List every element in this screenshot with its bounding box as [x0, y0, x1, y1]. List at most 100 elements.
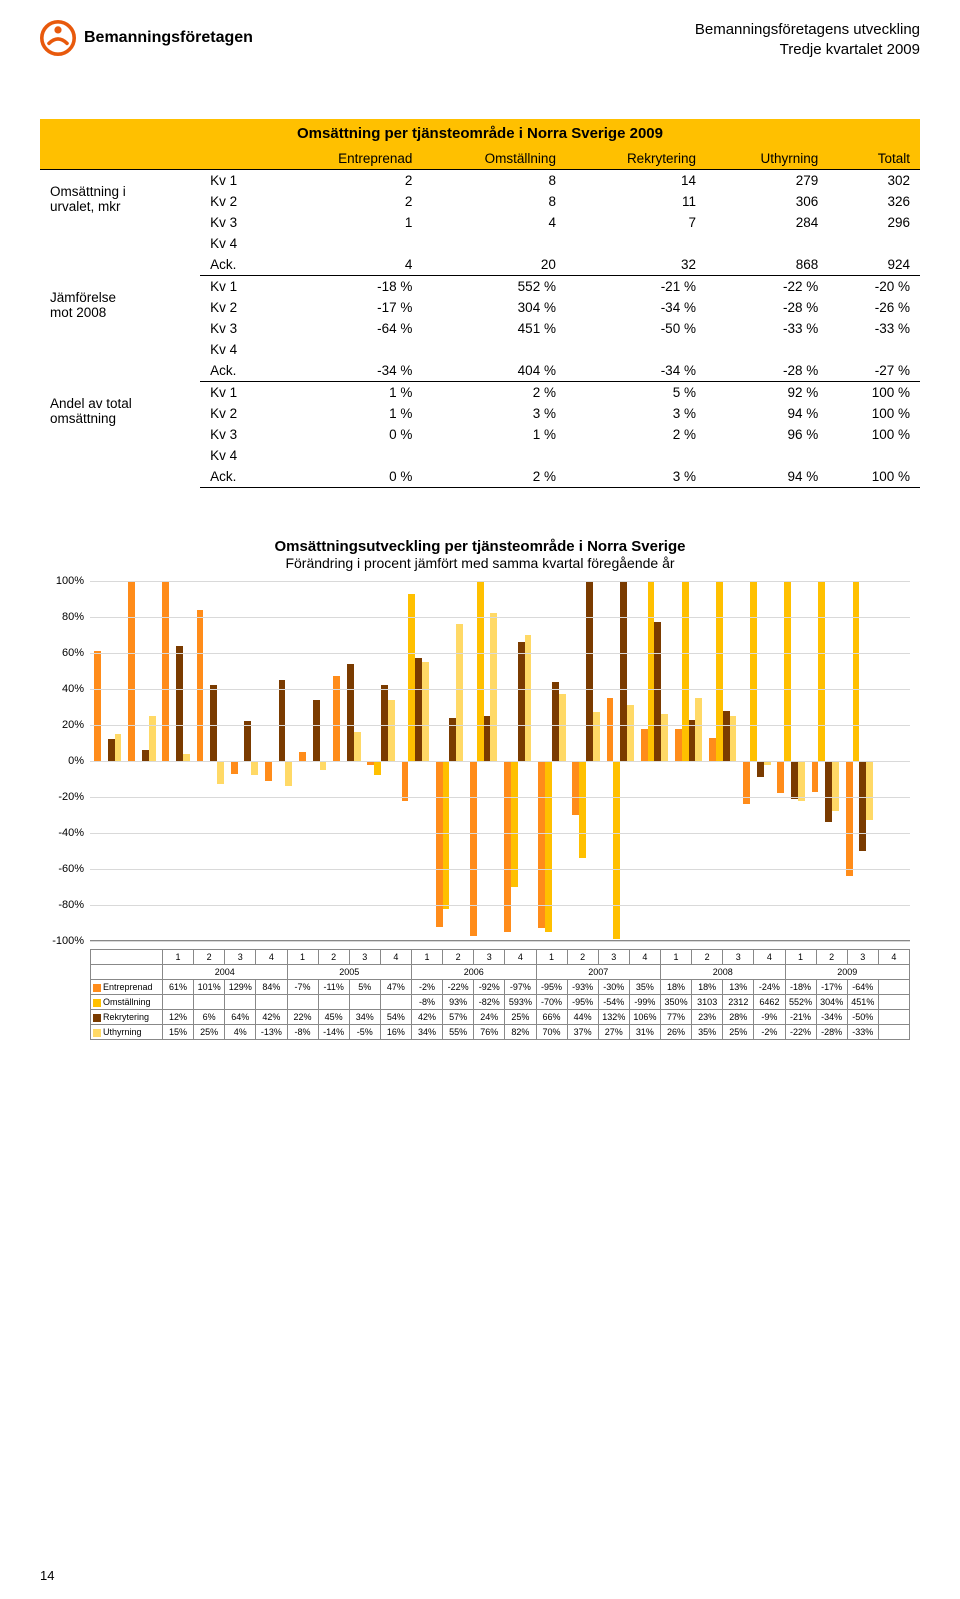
col-header [200, 148, 274, 170]
data-cell: 34% [412, 1025, 443, 1040]
data-cell: -95% [567, 995, 598, 1010]
cell: 4 [422, 212, 566, 233]
chart-bar [470, 761, 477, 936]
cell: 2 % [422, 466, 566, 488]
data-cell: -99% [629, 995, 660, 1010]
cell: 3 % [422, 403, 566, 424]
cell: 3 % [566, 466, 706, 488]
gridline: 0% [90, 761, 910, 762]
data-cell: -11% [318, 980, 349, 995]
row-label: Kv 3 [200, 212, 274, 233]
data-cell: 42% [256, 1010, 287, 1025]
chart-bar [456, 624, 463, 761]
chart-bar [320, 761, 327, 770]
chart-bar [443, 761, 450, 909]
legend-swatch [93, 984, 101, 992]
data-cell: 45% [318, 1010, 349, 1025]
chart-bar [354, 732, 361, 761]
cell [422, 339, 566, 360]
main-table: Omsättning per tjänsteområde i Norra Sve… [40, 119, 920, 488]
data-cell: 61% [163, 980, 194, 995]
quarter-cell: 3 [723, 950, 754, 965]
cell: 4 [274, 254, 422, 276]
gridline: -40% [90, 833, 910, 834]
cell: 304 % [422, 297, 566, 318]
data-cell: 13% [723, 980, 754, 995]
data-cell: 24% [474, 1010, 505, 1025]
chart-bar [682, 581, 689, 761]
chart-bar [586, 581, 593, 761]
chart-bar [299, 752, 306, 761]
chart-bar [162, 581, 169, 761]
chart-bar [484, 716, 491, 761]
quarter-cell: 1 [661, 950, 692, 965]
quarter-cell: 4 [256, 950, 287, 965]
data-cell: 26% [661, 1025, 692, 1040]
cell: 5 % [566, 382, 706, 404]
chart-bar [613, 761, 620, 939]
quarter-cell: 3 [225, 950, 256, 965]
quarter-cell: 3 [598, 950, 629, 965]
cell: 8 [422, 191, 566, 212]
data-cell: 5% [349, 980, 380, 995]
data-cell: 25% [194, 1025, 225, 1040]
year-cell: 2009 [785, 965, 910, 980]
quarter-cell: 4 [505, 950, 536, 965]
chart-bar [347, 664, 354, 761]
y-tick-label: -80% [42, 899, 84, 911]
data-cell: 129% [225, 980, 256, 995]
chart-bar [695, 698, 702, 761]
data-cell: -13% [256, 1025, 287, 1040]
data-cell: 2312 [723, 995, 754, 1010]
quarter-cell: 4 [754, 950, 785, 965]
chart-plot-area: 100%80%60%40%20%0%-20%-40%-60%-80%-100% [90, 581, 910, 941]
row-label: Kv 3 [200, 424, 274, 445]
cell [706, 445, 828, 466]
cell [828, 339, 920, 360]
cell [566, 339, 706, 360]
cell [566, 445, 706, 466]
cell: 1 [274, 212, 422, 233]
data-cell: 6% [194, 1010, 225, 1025]
cell: 100 % [828, 403, 920, 424]
data-cell: 23% [692, 1010, 723, 1025]
chart-bar [791, 761, 798, 799]
row-label: Kv 4 [200, 445, 274, 466]
cell: 2 % [422, 382, 566, 404]
chart-title: Omsättningsutveckling per tjänsteområde … [40, 538, 920, 555]
quarter-cell: 4 [629, 950, 660, 965]
data-cell: 16% [380, 1025, 411, 1040]
chart-bar [415, 658, 422, 761]
data-cell: -17% [816, 980, 847, 995]
gridline: -100% [90, 941, 910, 942]
data-cell: 4% [225, 1025, 256, 1040]
row-label: Kv 1 [200, 276, 274, 298]
cell [828, 445, 920, 466]
data-cell: 18% [661, 980, 692, 995]
chart-bar [408, 594, 415, 761]
chart-bar [641, 729, 648, 761]
y-tick-label: -60% [42, 863, 84, 875]
chart-subtitle: Förändring i procent jämfört med samma k… [40, 555, 920, 571]
row-label: Kv 4 [200, 339, 274, 360]
table-title: Omsättning per tjänsteområde i Norra Sve… [40, 119, 920, 148]
data-cell: 6462 [754, 995, 785, 1010]
data-cell: -50% [847, 1010, 878, 1025]
doc-title-block: Bemanningsföretagens utveckling Tredje k… [695, 20, 920, 59]
data-cell [287, 995, 318, 1010]
data-cell: 3103 [692, 995, 723, 1010]
chart-bar [859, 761, 866, 851]
group-label: Omsättning iurvalet, mkr [40, 170, 200, 276]
series-label: Rekrytering [91, 1010, 163, 1025]
data-cell: -8% [287, 1025, 318, 1040]
cell: -20 % [828, 276, 920, 298]
chart-bar [176, 646, 183, 761]
chart-bar [784, 581, 791, 761]
doc-title: Bemanningsföretagens utveckling [695, 20, 920, 40]
cell: 14 [566, 170, 706, 192]
chart-bar [518, 642, 525, 761]
chart-bar [94, 651, 101, 761]
chart-bar [545, 761, 552, 932]
chart-bar [436, 761, 443, 927]
data-cell: -54% [598, 995, 629, 1010]
